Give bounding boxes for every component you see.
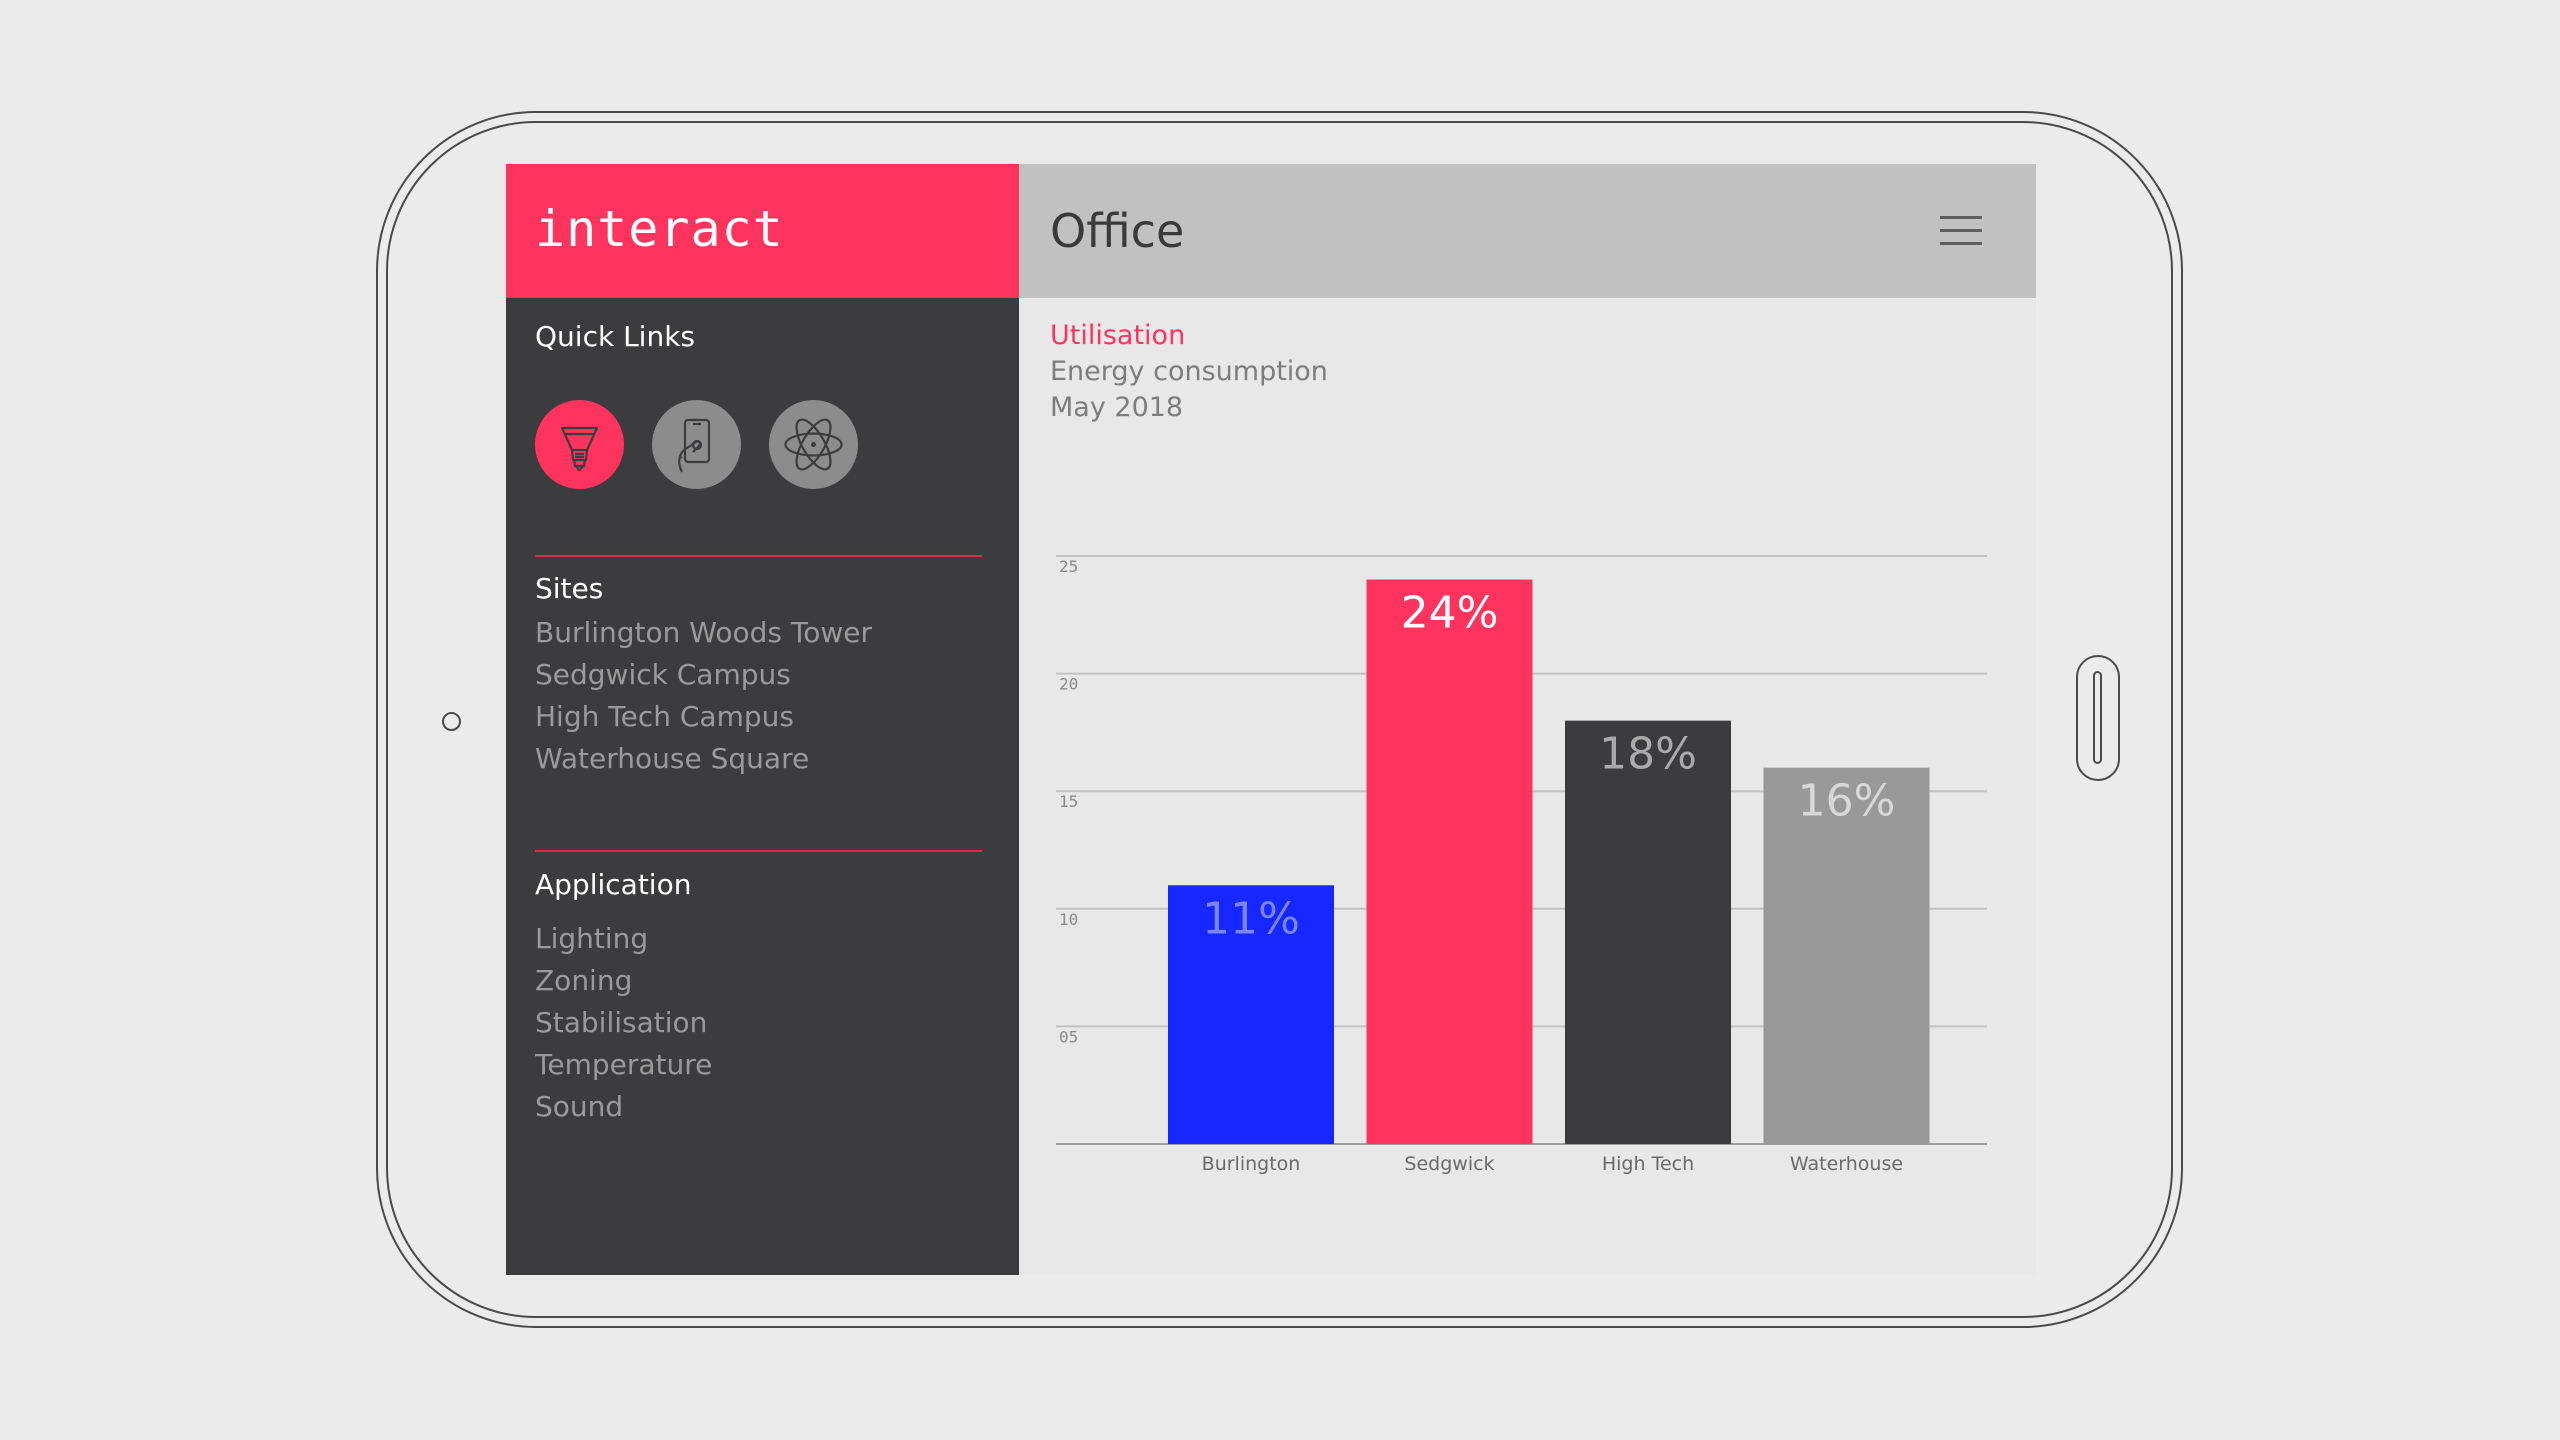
tablet-frame xyxy=(376,111,2183,1328)
quick-links-heading: Quick Links xyxy=(535,320,696,353)
application-item-sound[interactable]: Sound xyxy=(535,1090,624,1123)
y-tick-label: 15 xyxy=(1059,792,1078,811)
tablet-bezel xyxy=(386,121,2173,1318)
application-item-zoning[interactable]: Zoning xyxy=(535,964,633,997)
sidebar-divider xyxy=(535,555,982,557)
x-category-label: Waterhouse xyxy=(1790,1153,1903,1175)
site-item-burlington[interactable]: Burlington Woods Tower xyxy=(535,616,872,649)
brand-logo[interactable]: interact xyxy=(535,200,784,258)
application-item-stabilisation[interactable]: Stabilisation xyxy=(535,1006,708,1039)
sidebar: interact Quick Links xyxy=(506,164,1019,1275)
bar-sedgwick xyxy=(1366,579,1533,1144)
site-item-sedgwick[interactable]: Sedgwick Campus xyxy=(535,658,791,691)
bar-data-label: 24% xyxy=(1401,588,1499,639)
sidebar-divider xyxy=(535,850,982,852)
atom-icon xyxy=(784,418,843,471)
y-tick-label: 20 xyxy=(1059,675,1078,694)
app-screen: interact Quick Links xyxy=(506,164,2036,1275)
sites-heading: Sites xyxy=(535,572,604,605)
application-item-lighting[interactable]: Lighting xyxy=(535,922,649,955)
quick-link-lighting[interactable] xyxy=(535,400,624,489)
site-item-high-tech[interactable]: High Tech Campus xyxy=(535,700,794,733)
y-tick-label: 25 xyxy=(1059,557,1078,576)
quick-link-zoning[interactable] xyxy=(652,400,741,489)
bar-data-label: 16% xyxy=(1798,776,1896,827)
header-bar: Office xyxy=(1019,164,2036,298)
bar-data-label: 11% xyxy=(1202,893,1300,944)
utilisation-bar-chart: 05 10 15 20 25 11% Burlington 24% Sedgwick 18% Hig… xyxy=(1056,555,1987,1175)
application-heading: Application xyxy=(535,868,692,901)
x-category-label: Sedgwick xyxy=(1404,1153,1494,1175)
hamburger-menu-icon[interactable] xyxy=(1940,216,1982,246)
y-tick-label: 10 xyxy=(1059,910,1078,929)
home-button[interactable] xyxy=(2076,655,2120,781)
phone-touch-icon xyxy=(678,418,711,473)
light-bulb-icon xyxy=(560,426,599,472)
quick-link-stabilisation[interactable] xyxy=(769,400,858,489)
bar-waterhouse xyxy=(1763,767,1930,1144)
bar-burlington xyxy=(1168,885,1334,1144)
content-metric: Energy consumption xyxy=(1050,356,1328,387)
bar-data-label: 18% xyxy=(1599,729,1697,780)
x-category-label: High Tech xyxy=(1602,1153,1694,1175)
bar-high-tech xyxy=(1565,720,1731,1144)
content-category: Utilisation xyxy=(1050,320,1186,351)
site-item-waterhouse[interactable]: Waterhouse Square xyxy=(535,742,810,775)
y-tick-label: 05 xyxy=(1059,1027,1078,1046)
brand-bar: interact xyxy=(506,164,1019,298)
camera-icon xyxy=(442,712,461,731)
x-category-label: Burlington xyxy=(1202,1153,1301,1175)
content-period: May 2018 xyxy=(1050,392,1184,423)
page-title: Office xyxy=(1050,204,1185,258)
application-item-temperature[interactable]: Temperature xyxy=(535,1048,713,1081)
